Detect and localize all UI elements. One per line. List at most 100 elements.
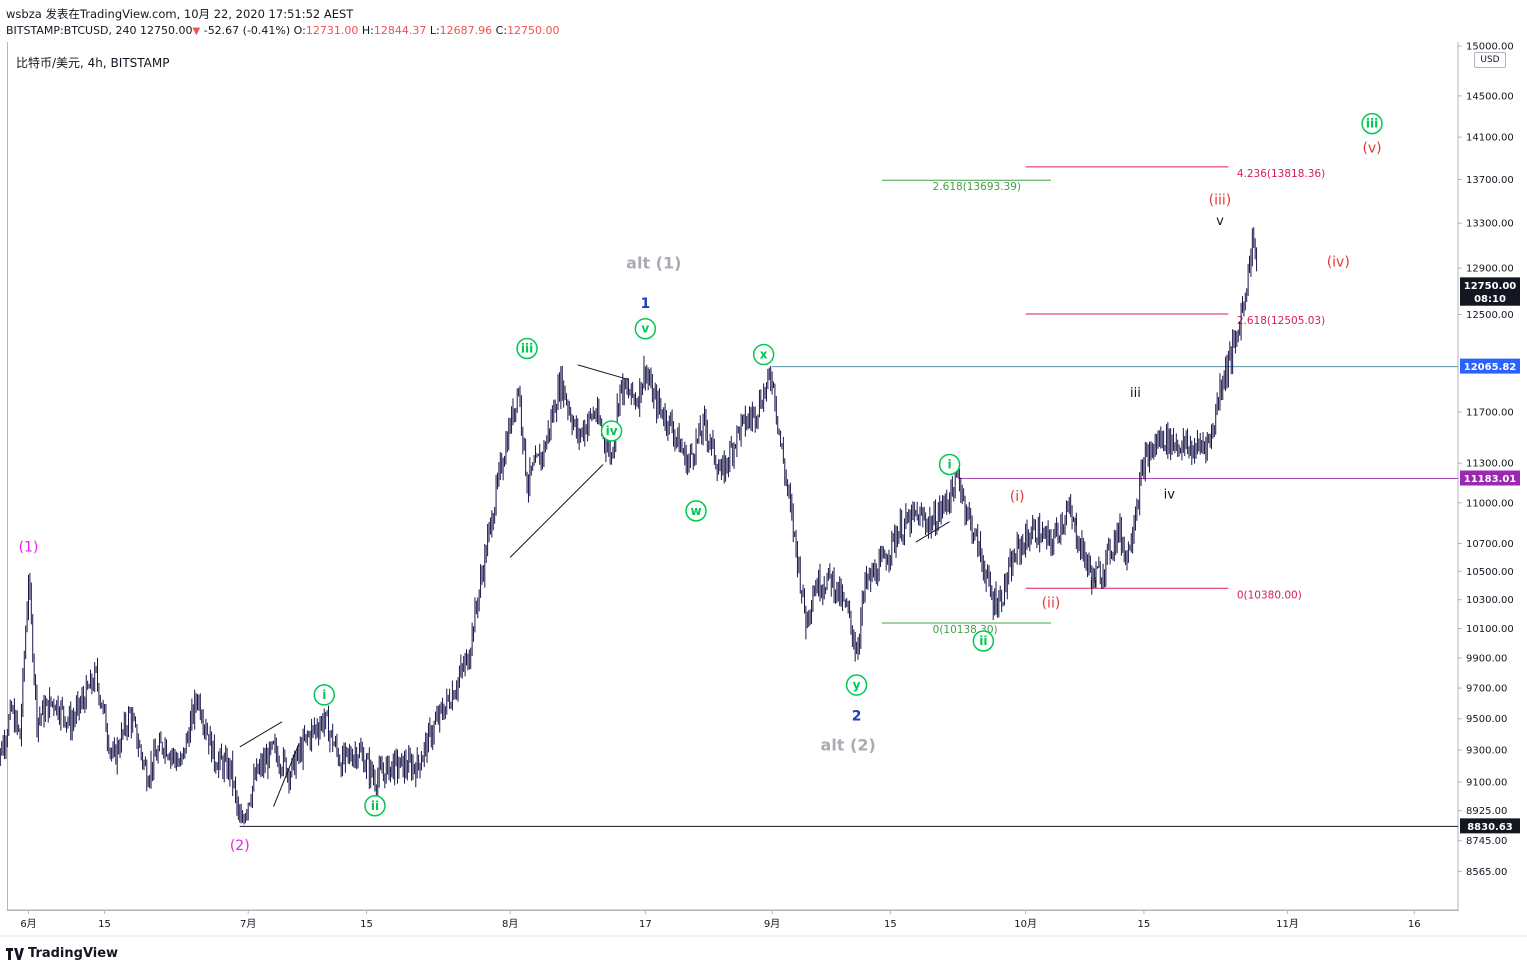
open-label: O: xyxy=(293,24,306,37)
fib-level-label: 2.618(13693.39) xyxy=(933,181,1021,193)
fib-level-label: 4.236(13818.36) xyxy=(1237,168,1325,180)
x-tick-label: 16 xyxy=(1408,919,1421,930)
low-value: 12687.96 xyxy=(439,24,493,37)
y-tick-label: 9500.00 xyxy=(1466,714,1507,725)
price-axis-badge-label: 08:10 xyxy=(1474,294,1506,305)
publish-datetime: 10月 22, 2020 17:51:52 AEST xyxy=(183,7,354,21)
y-tick-label: 11300.00 xyxy=(1466,459,1514,470)
brand-name: TradingView xyxy=(28,946,119,961)
y-tick-label: 15000.00 xyxy=(1466,42,1514,53)
open-value: 12731.00 xyxy=(305,24,359,37)
wave-label: x xyxy=(760,348,768,362)
close-label: C: xyxy=(495,24,508,37)
wave-label-circle xyxy=(972,630,995,652)
wave-trendline xyxy=(915,521,950,543)
y-tick-label: 13300.00 xyxy=(1466,219,1514,230)
y-tick-label: 9700.00 xyxy=(1466,684,1507,695)
y-tick-label: 9300.00 xyxy=(1466,746,1507,757)
close-value: 12750.00 xyxy=(507,24,560,37)
wave-label: iv xyxy=(606,424,618,438)
wave-label-circle xyxy=(845,674,868,696)
price-axis-badge xyxy=(1460,358,1520,374)
y-tick-label: 9900.00 xyxy=(1466,654,1507,665)
wave-label: (1) xyxy=(19,539,39,555)
y-tick-label: 13700.00 xyxy=(1466,175,1514,186)
price-axis-badge-label: 12750.00 xyxy=(1464,281,1517,292)
x-tick-label: 7月 xyxy=(240,918,256,930)
price-axis-badge-label: 12065.82 xyxy=(1464,362,1517,373)
wave-label-circle xyxy=(364,795,386,817)
price-axis-badge-label: 11183.01 xyxy=(1464,474,1517,485)
low-label: L: xyxy=(429,24,440,37)
wave-label: w xyxy=(691,504,702,518)
wave-label-circle xyxy=(1361,112,1383,135)
wave-label-circle xyxy=(938,453,961,476)
y-tick-label: 14500.00 xyxy=(1466,91,1514,102)
author-name: wsbza xyxy=(6,7,42,21)
wave-label: iv xyxy=(1164,487,1176,502)
fib-level-label: 2.618(12505.03) xyxy=(1237,315,1325,327)
x-tick-label: 8月 xyxy=(502,918,518,930)
symbol-label: 比特币/美元, 4h, BITSTAMP xyxy=(16,56,170,70)
wave-trendline xyxy=(509,464,604,558)
wave-label: iii xyxy=(1130,386,1141,401)
price-axis-badge xyxy=(1460,290,1520,306)
wave-label: ii xyxy=(979,634,987,648)
price-axis-badge xyxy=(1460,277,1520,293)
wave-label: ii xyxy=(1090,577,1097,592)
wave-label: i xyxy=(1074,514,1078,529)
wave-label: (iv) xyxy=(1327,254,1350,270)
y-tick-label: 12900.00 xyxy=(1466,264,1514,275)
price-axis-badge xyxy=(1460,818,1520,834)
symbol-interval: BITSTAMP:BTCUSD, 240 xyxy=(6,24,137,37)
high-label: H: xyxy=(361,24,374,37)
currency-button[interactable]: USD xyxy=(1474,52,1506,68)
tradingview-icon xyxy=(6,947,24,960)
y-tick-label: 8925.00 xyxy=(1466,806,1507,817)
wave-trendline xyxy=(273,743,300,807)
wave-label-circle xyxy=(516,337,538,360)
wave-label: (2) xyxy=(230,838,250,854)
price-change: -52.67 (-0.41%) xyxy=(203,24,291,37)
wave-label: iii xyxy=(1366,117,1378,131)
x-tick-label: 9月 xyxy=(764,918,780,930)
y-tick-label: 11700.00 xyxy=(1466,407,1514,418)
wave-label: (iii) xyxy=(1209,193,1232,209)
x-tick-label: 17 xyxy=(639,919,652,930)
y-tick-label: 14100.00 xyxy=(1466,133,1514,144)
wave-label-circle xyxy=(634,317,657,340)
wave-label: 2 xyxy=(852,709,862,725)
x-tick-label: 15 xyxy=(98,919,111,930)
wave-label: ii xyxy=(371,799,379,813)
price-axis-badge-label: 8830.63 xyxy=(1467,822,1513,833)
x-tick-label: 15 xyxy=(360,919,373,930)
last-price: 12750.00 xyxy=(140,24,193,37)
wave-label: i xyxy=(947,457,951,471)
wave-label: alt (2) xyxy=(821,735,876,754)
y-tick-label: 10300.00 xyxy=(1466,595,1514,606)
wave-label-circle xyxy=(313,684,335,706)
wave-trendline xyxy=(239,721,283,748)
fib-level-label: 0(10380.00) xyxy=(1237,589,1302,601)
wave-label: v xyxy=(1216,214,1224,229)
tradingview-logo[interactable]: TradingView xyxy=(6,946,118,961)
candles xyxy=(0,227,1258,825)
y-tick-label: 8745.00 xyxy=(1466,836,1507,847)
header-line-1: wsbza 发表在TradingView.com, 10月 22, 2020 1… xyxy=(6,6,353,22)
x-tick-label: 15 xyxy=(884,919,897,930)
published-text: 发表在TradingView.com, xyxy=(45,7,181,21)
y-tick-label: 9100.00 xyxy=(1466,778,1507,789)
wave-label-circle xyxy=(752,343,775,366)
x-tick-label: 6月 xyxy=(20,918,36,930)
wave-label: (i) xyxy=(1010,489,1025,505)
y-tick-label: 11000.00 xyxy=(1466,498,1514,509)
wave-label: (v) xyxy=(1362,141,1381,157)
header-ohlc-line: BITSTAMP:BTCUSD, 240 12750.00▼ -52.67 (-… xyxy=(6,24,560,37)
x-tick-label: 10月 xyxy=(1014,918,1037,930)
y-tick-label: 10500.00 xyxy=(1466,567,1514,578)
wave-label: iii xyxy=(521,342,533,356)
wave-label-circle xyxy=(685,500,707,522)
y-tick-label: 10100.00 xyxy=(1466,624,1514,635)
y-tick-label: 8565.00 xyxy=(1466,867,1507,878)
